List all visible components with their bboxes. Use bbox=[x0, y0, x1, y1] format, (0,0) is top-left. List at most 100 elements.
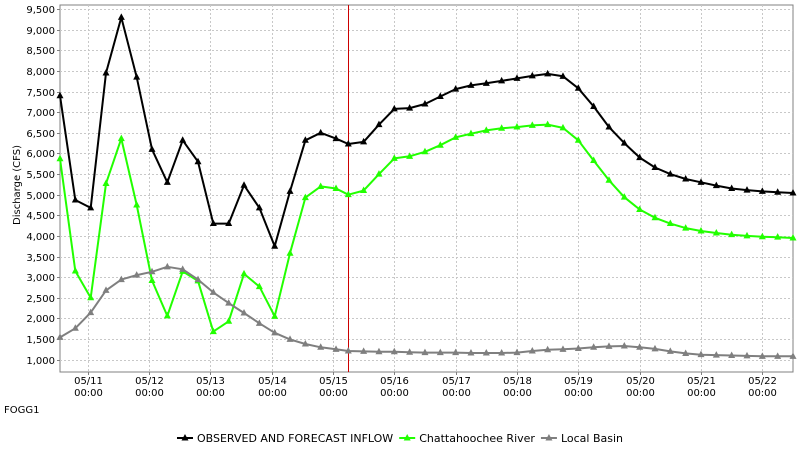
y-tick-label: 7,000 bbox=[26, 108, 55, 119]
legend-swatch-marker bbox=[181, 434, 189, 441]
data-point bbox=[71, 196, 79, 203]
plot-background bbox=[59, 4, 794, 373]
data-point bbox=[528, 121, 536, 128]
data-point bbox=[774, 233, 782, 240]
legend-label: OBSERVED AND FORECAST INFLOW bbox=[197, 432, 393, 445]
x-tick-time-label: 00:00 bbox=[626, 388, 655, 399]
data-point bbox=[390, 154, 398, 161]
data-point bbox=[317, 182, 325, 189]
y-tick-label: 4,500 bbox=[26, 211, 55, 222]
data-point bbox=[317, 343, 325, 350]
data-point bbox=[436, 92, 444, 100]
y-tick-label: 7,500 bbox=[26, 88, 55, 99]
data-point bbox=[482, 349, 490, 356]
x-tick-date-label: 05/12 bbox=[135, 376, 164, 387]
data-point bbox=[789, 352, 797, 359]
x-tick-date-label: 05/21 bbox=[687, 376, 716, 387]
data-point bbox=[743, 231, 751, 239]
x-tick-time-label: 00:00 bbox=[503, 388, 532, 399]
data-point bbox=[559, 345, 567, 352]
data-point bbox=[559, 123, 567, 131]
y-tick-label: 4,000 bbox=[26, 232, 55, 243]
data-point bbox=[117, 275, 125, 283]
data-point bbox=[544, 120, 552, 128]
data-point bbox=[163, 311, 171, 319]
data-point bbox=[240, 269, 248, 277]
data-point bbox=[452, 85, 460, 92]
y-axis-ticks: 1,000 1,500 2,000 2,500 3,000 3,500 4,000 4,500… bbox=[26, 5, 60, 367]
y-tick-label: 1,000 bbox=[26, 356, 55, 367]
data-point bbox=[117, 134, 125, 142]
data-point bbox=[421, 99, 429, 107]
y-tick-label: 2,000 bbox=[26, 314, 55, 325]
data-point bbox=[87, 293, 95, 301]
data-point bbox=[758, 352, 766, 359]
data-point bbox=[697, 226, 705, 234]
data-point bbox=[344, 190, 352, 198]
data-point bbox=[697, 178, 705, 185]
x-tick-date-label: 05/15 bbox=[319, 376, 348, 387]
data-point bbox=[636, 343, 644, 350]
data-point bbox=[789, 233, 797, 241]
y-tick-label: 5,500 bbox=[26, 170, 55, 181]
data-point bbox=[682, 224, 690, 231]
x-tick-date-label: 05/22 bbox=[748, 376, 777, 387]
legend-swatch-marker bbox=[545, 434, 553, 441]
data-point bbox=[194, 157, 202, 165]
data-point bbox=[375, 120, 383, 128]
data-point bbox=[590, 343, 598, 350]
legend: OBSERVED AND FORECAST INFLOW Chattahooche… bbox=[176, 432, 623, 445]
data-point bbox=[544, 69, 552, 77]
data-point bbox=[255, 319, 263, 326]
data-point bbox=[682, 175, 690, 182]
x-tick-time-label: 00:00 bbox=[380, 388, 409, 399]
y-tick-label: 6,000 bbox=[26, 149, 55, 160]
data-point bbox=[620, 193, 628, 200]
data-point bbox=[163, 262, 171, 270]
data-point bbox=[271, 312, 279, 319]
x-tick-date-label: 05/11 bbox=[74, 376, 103, 387]
data-point bbox=[452, 133, 460, 140]
data-point bbox=[406, 152, 414, 159]
y-tick-label: 8,500 bbox=[26, 46, 55, 57]
data-point bbox=[271, 242, 279, 249]
data-point bbox=[332, 134, 340, 142]
data-point bbox=[436, 348, 444, 356]
data-point bbox=[286, 335, 294, 342]
data-point bbox=[286, 187, 294, 194]
data-point bbox=[513, 74, 521, 81]
x-tick-time-label: 00:00 bbox=[74, 388, 103, 399]
data-point bbox=[133, 200, 141, 208]
data-point bbox=[743, 351, 751, 359]
data-point bbox=[390, 104, 398, 112]
data-point bbox=[712, 181, 720, 189]
data-point bbox=[406, 104, 414, 111]
data-point bbox=[743, 186, 751, 193]
data-point bbox=[728, 230, 736, 238]
data-point bbox=[271, 328, 279, 336]
data-point bbox=[301, 136, 309, 143]
data-point bbox=[360, 347, 368, 354]
legend-label: Local Basin bbox=[561, 432, 623, 445]
y-tick-label: 2,500 bbox=[26, 294, 55, 305]
data-point bbox=[605, 342, 613, 349]
x-tick-time-label: 00:00 bbox=[319, 388, 348, 399]
data-point bbox=[482, 126, 490, 133]
data-point bbox=[421, 348, 429, 356]
data-point bbox=[559, 72, 567, 79]
data-point bbox=[344, 346, 352, 354]
x-tick-date-label: 05/16 bbox=[380, 376, 409, 387]
data-point bbox=[452, 348, 460, 356]
data-point bbox=[179, 136, 187, 143]
data-point bbox=[636, 153, 644, 161]
data-point bbox=[360, 186, 368, 194]
data-point bbox=[225, 317, 233, 324]
y-axis-label: Discharge (CFS) bbox=[12, 145, 23, 225]
data-point bbox=[574, 136, 582, 143]
data-point bbox=[225, 299, 233, 306]
data-point bbox=[148, 145, 156, 152]
data-point bbox=[87, 203, 95, 211]
data-point bbox=[544, 345, 552, 353]
series-2 bbox=[56, 262, 797, 359]
data-point bbox=[590, 156, 598, 163]
